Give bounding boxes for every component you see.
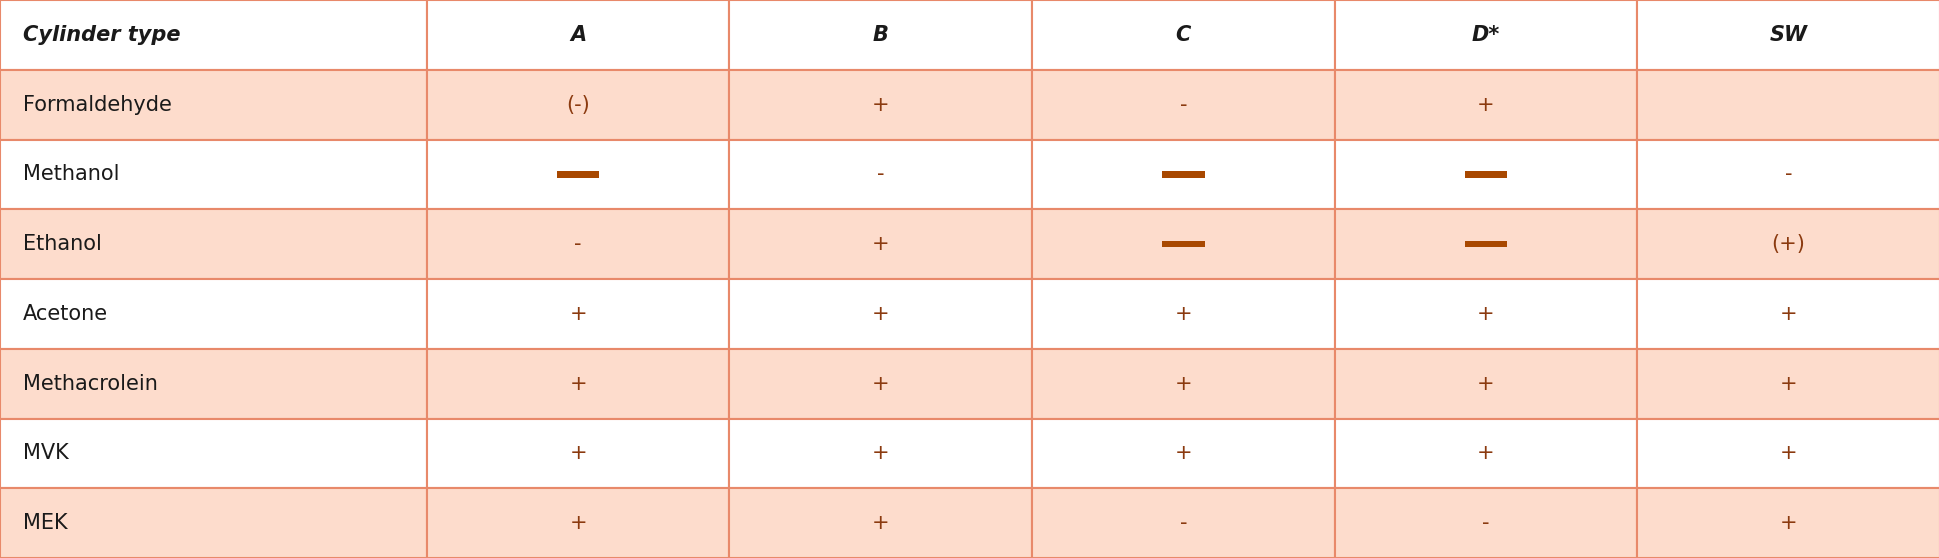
Bar [1637,209,1939,279]
Text: +: + [871,444,890,463]
Text: +: + [568,374,588,393]
Text: +: + [871,304,890,324]
Text: Methacrolein: Methacrolein [23,374,159,393]
Text: B: B [873,25,888,45]
Bar [729,140,1032,209]
Text: +: + [1778,304,1797,324]
Text: A: A [570,25,586,45]
Bar [0,0,427,70]
Bar [1334,488,1637,558]
Bar [1637,140,1939,209]
Bar [1334,279,1637,349]
Text: +: + [568,513,588,533]
Text: +: + [1173,374,1192,393]
Bar [1637,279,1939,349]
Text: (-): (-) [566,95,589,114]
Text: +: + [1778,374,1797,393]
Bar [0,279,427,349]
Bar [427,279,729,349]
Text: -: - [1784,165,1792,184]
Text: SW: SW [1768,25,1807,45]
Bar [1032,70,1334,140]
Text: Methanol: Methanol [23,165,120,184]
Bar [1637,418,1939,488]
Text: MVK: MVK [23,444,70,463]
Bar [1334,209,1637,279]
Text: +: + [1173,304,1192,324]
Bar [427,70,729,140]
Bar [427,140,729,209]
Text: -: - [1481,513,1489,533]
Text: +: + [1778,444,1797,463]
Text: +: + [1476,374,1495,393]
Bar [729,209,1032,279]
Bar [1464,171,1507,177]
Text: Cylinder type: Cylinder type [23,25,180,45]
Text: C: C [1175,25,1191,45]
Bar [427,418,729,488]
Text: (+): (+) [1770,234,1805,254]
Bar [1032,140,1334,209]
Text: -: - [1179,513,1187,533]
Text: +: + [871,374,890,393]
Bar [1032,0,1334,70]
Bar [1032,418,1334,488]
Bar [729,349,1032,418]
Bar [1464,241,1507,248]
Bar [1161,171,1204,177]
Text: +: + [871,513,890,533]
Bar [1334,349,1637,418]
Bar [427,0,729,70]
Bar [1637,349,1939,418]
Bar [1637,488,1939,558]
Bar [427,209,729,279]
Bar [1032,279,1334,349]
Text: Ethanol: Ethanol [23,234,103,254]
Bar [0,418,427,488]
Text: Formaldehyde: Formaldehyde [23,95,173,114]
Bar [1161,241,1204,248]
Text: +: + [568,444,588,463]
Bar [0,209,427,279]
Bar [1334,0,1637,70]
Bar [0,140,427,209]
Bar [729,0,1032,70]
Text: +: + [871,234,890,254]
Text: +: + [1476,304,1495,324]
Bar [729,70,1032,140]
Text: +: + [568,304,588,324]
Text: D*: D* [1472,25,1499,45]
Bar [556,171,599,177]
Text: -: - [1179,95,1187,114]
Bar [427,488,729,558]
Bar [1032,488,1334,558]
Text: +: + [1476,444,1495,463]
Bar [1032,349,1334,418]
Bar [729,418,1032,488]
Bar [1334,70,1637,140]
Bar [729,279,1032,349]
Bar [1637,70,1939,140]
Text: +: + [1173,444,1192,463]
Bar [1032,209,1334,279]
Bar [729,488,1032,558]
Text: +: + [1476,95,1495,114]
Bar [0,70,427,140]
Bar [1334,140,1637,209]
Text: Acetone: Acetone [23,304,109,324]
Text: -: - [574,234,582,254]
Bar [427,349,729,418]
Bar [0,488,427,558]
Text: MEK: MEK [23,513,68,533]
Text: +: + [1778,513,1797,533]
Text: -: - [876,165,884,184]
Text: +: + [871,95,890,114]
Bar [1637,0,1939,70]
Bar [1334,418,1637,488]
Bar [0,349,427,418]
